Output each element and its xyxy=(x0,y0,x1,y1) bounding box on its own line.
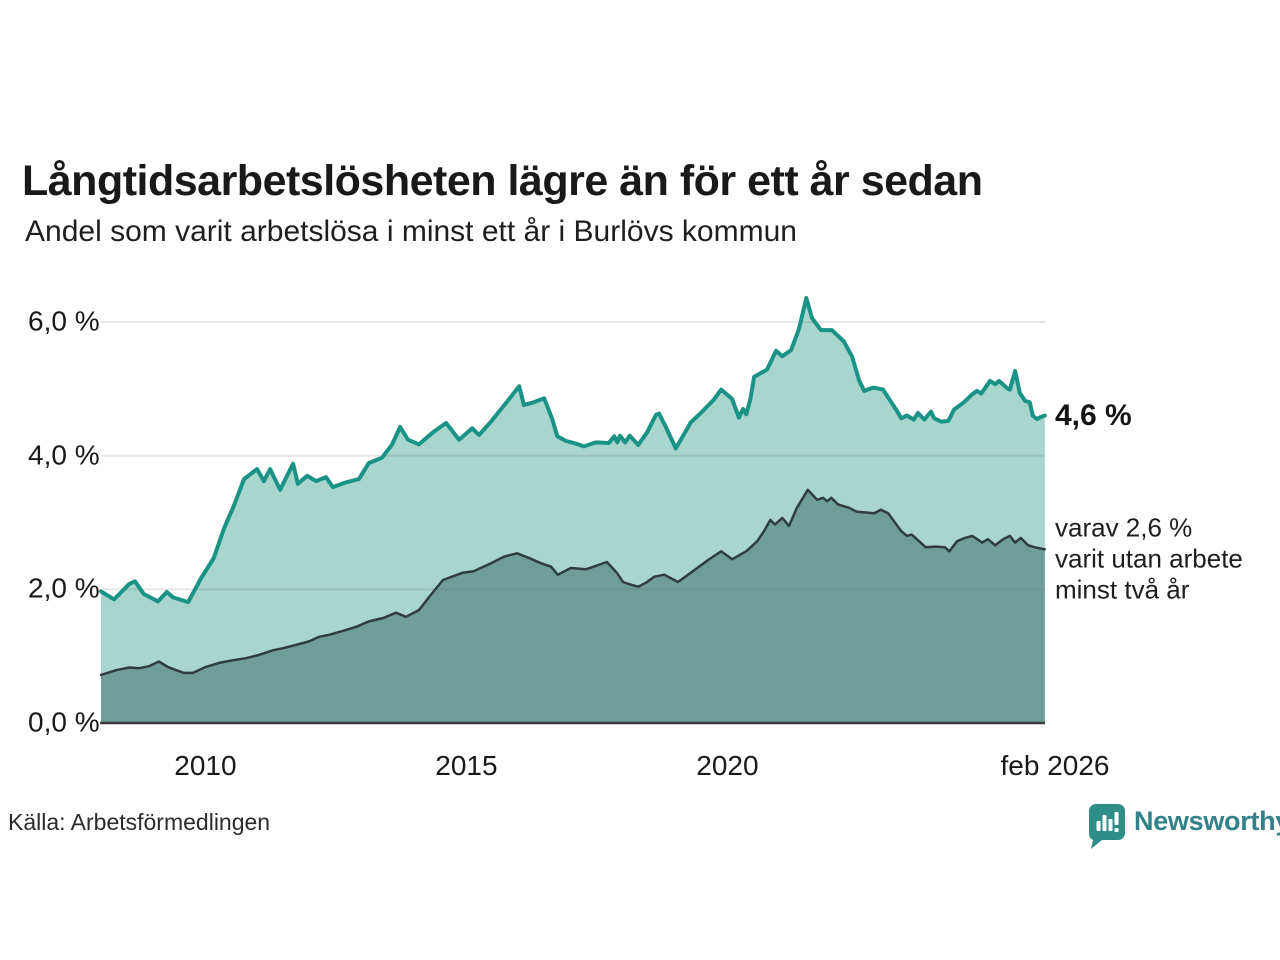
y-tick-0,0 %: 0,0 % xyxy=(28,706,100,738)
y-tick-6,0 %: 6,0 % xyxy=(28,305,100,337)
series-1-area xyxy=(101,489,1045,723)
x-tick-2015: 2015 xyxy=(435,750,498,781)
brand-name: Newsworthy xyxy=(1134,806,1280,836)
page-title: Långtidsarbetslösheten lägre än för ett … xyxy=(22,156,983,205)
y-tick-2,0 %: 2,0 % xyxy=(28,572,100,604)
y-tick-4,0 %: 4,0 % xyxy=(28,439,100,471)
chart-lines xyxy=(99,296,1047,677)
chart-gridlines xyxy=(101,321,1045,591)
annotation-two-years: varav 2,6 % varit utan arbete minst två … xyxy=(1055,513,1243,606)
series-line xyxy=(99,488,1047,677)
x-tick-2020: 2020 xyxy=(696,750,759,781)
bar-chart-glyph xyxy=(1096,812,1119,832)
chart-subtitle: Andel som varit arbetslösa i minst ett å… xyxy=(25,215,797,248)
newsworthy-logo-icon xyxy=(1089,804,1125,849)
annotation-latest-total: 4,6 % xyxy=(1055,398,1132,432)
annotation-two-years-line2: varit utan arbete xyxy=(1055,543,1243,574)
x-tick-2010: 2010 xyxy=(174,750,237,781)
annotation-two-years-line1: varav 2,6 % xyxy=(1055,512,1193,543)
brand-lockup: Newsworthy xyxy=(1088,803,1280,849)
annotation-two-years-line3: minst två år xyxy=(1055,574,1190,605)
chart-areas xyxy=(101,298,1045,723)
speech-bubble-shape xyxy=(1089,804,1125,849)
series-line xyxy=(99,296,1047,605)
source-note: Källa: Arbetsförmedlingen xyxy=(8,809,271,835)
x-tick-feb 2026: feb 2026 xyxy=(1000,750,1110,781)
